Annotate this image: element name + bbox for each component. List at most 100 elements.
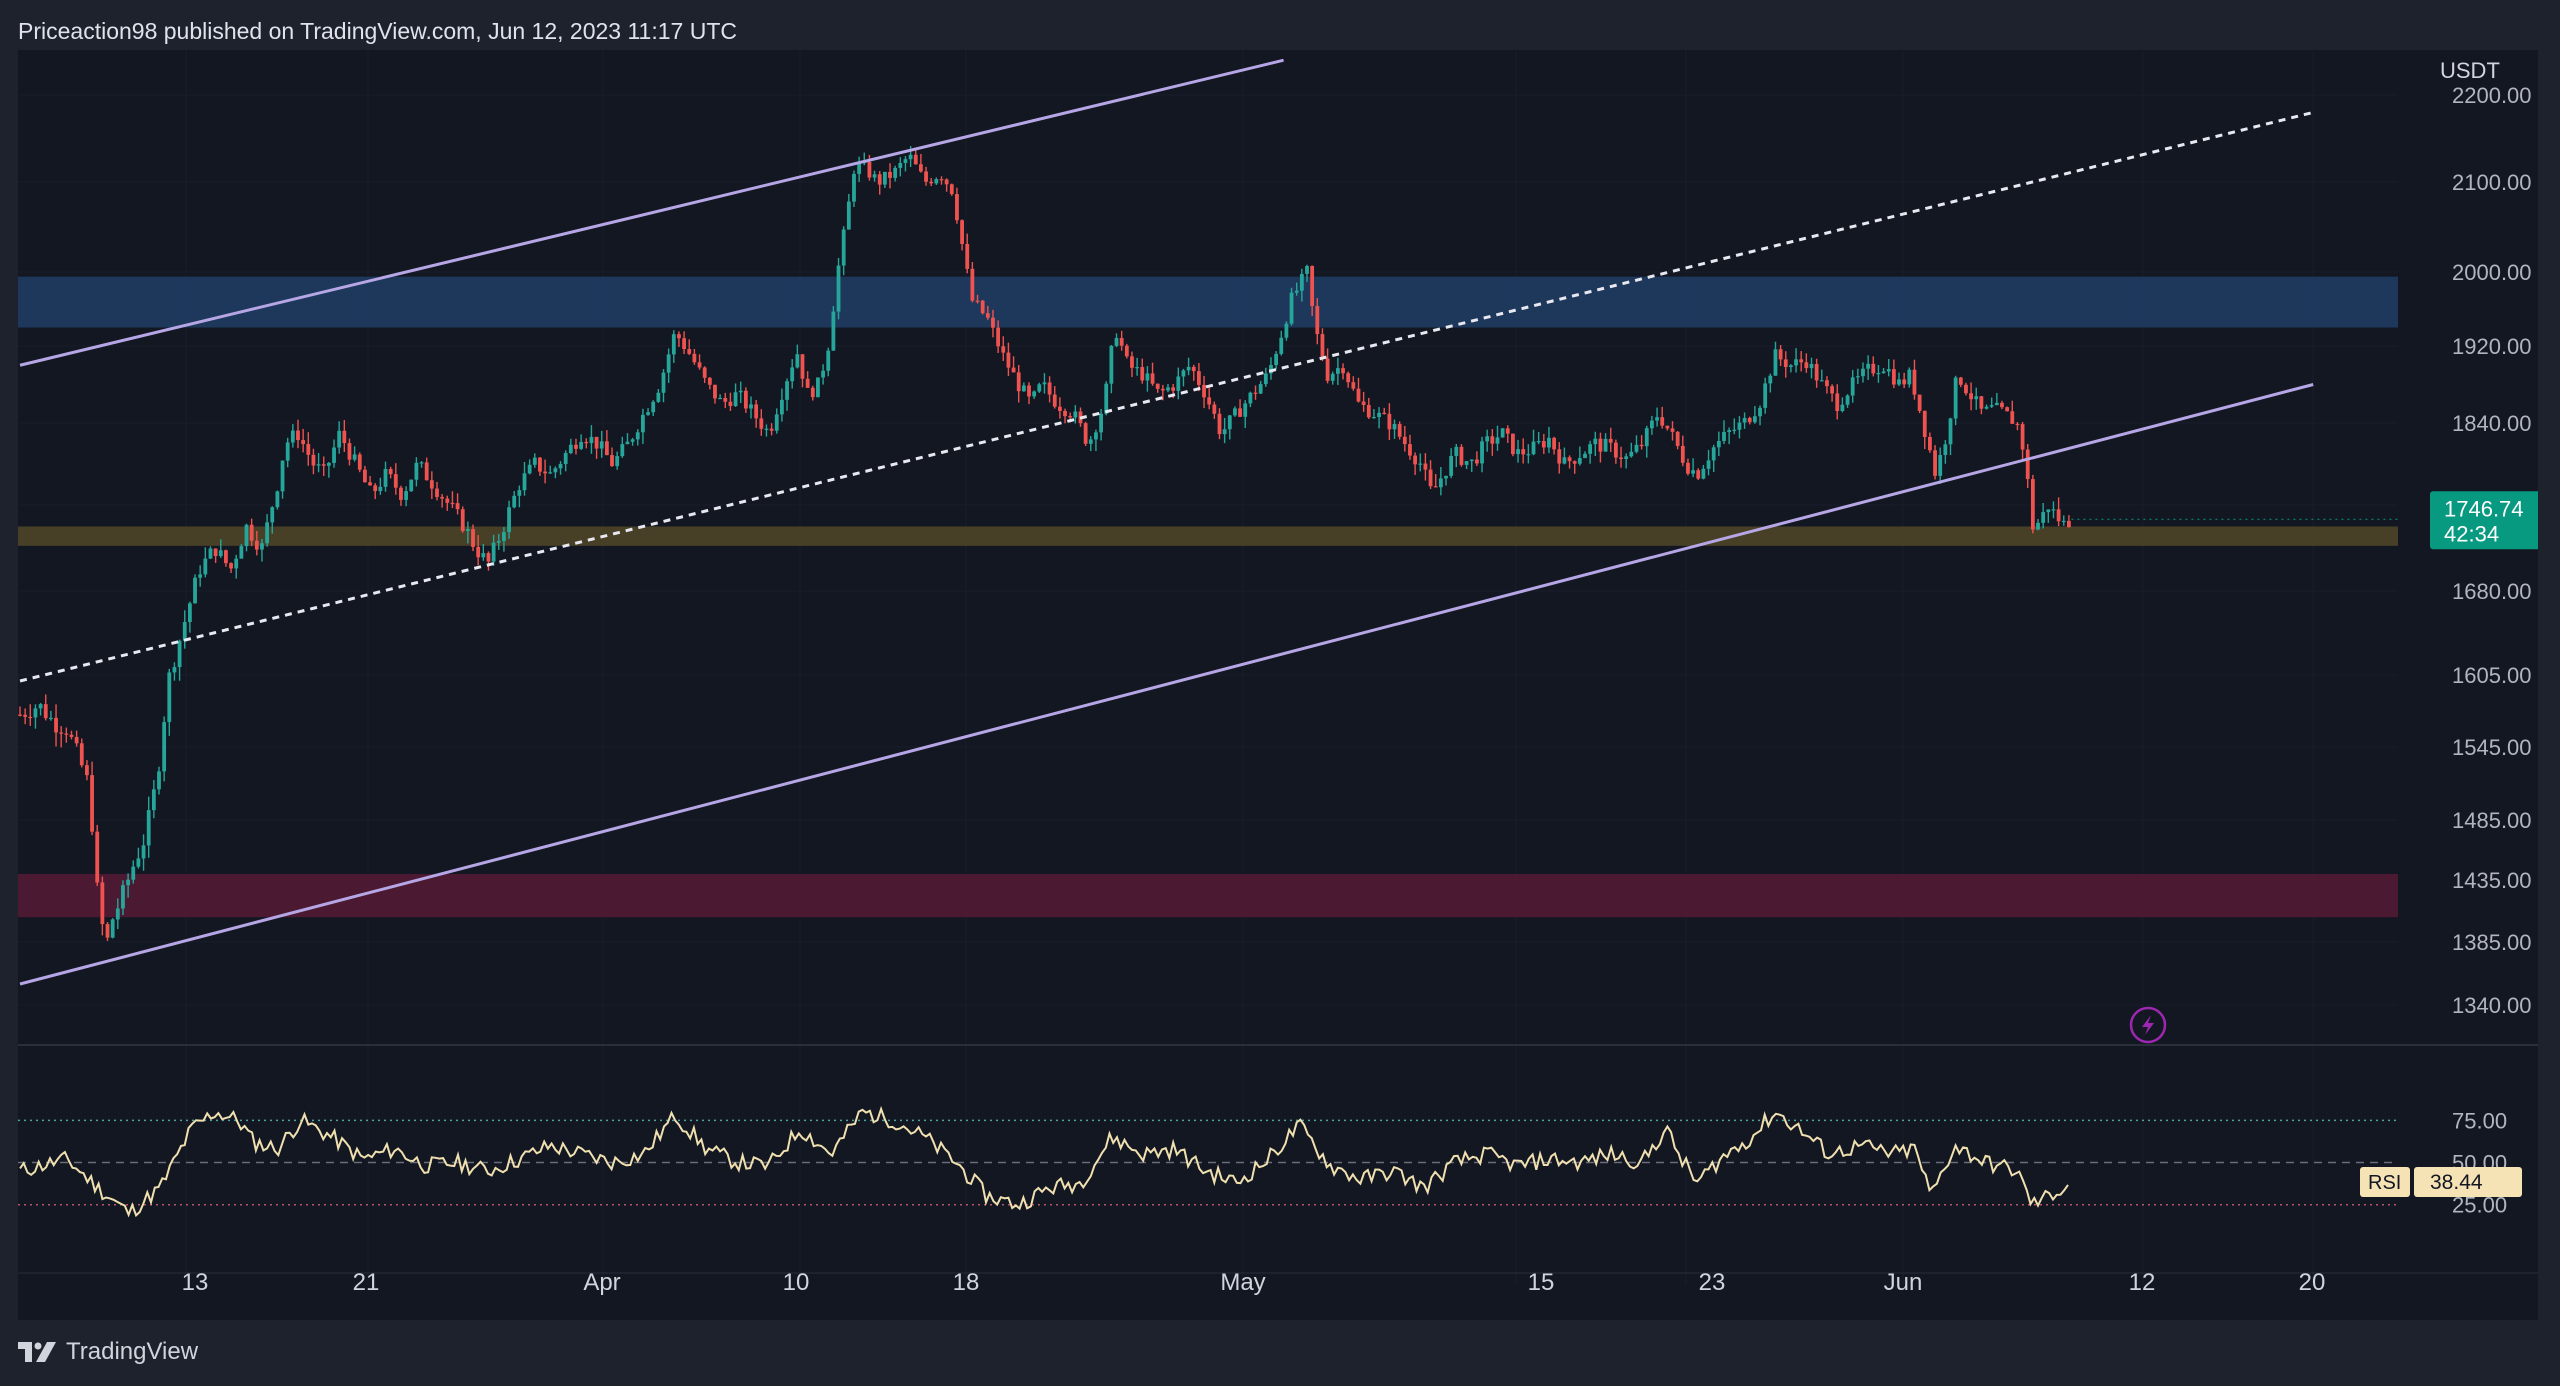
candle-down [1253, 392, 1258, 394]
candle-down [1130, 356, 1134, 368]
candle-up [1763, 383, 1768, 408]
candle-up [38, 704, 43, 709]
tradingview-brand[interactable]: TradingView [18, 1338, 198, 1366]
candle-up [1644, 428, 1649, 447]
candle-up [1279, 337, 1284, 354]
candle-down [224, 550, 228, 564]
candle-down [996, 327, 1001, 347]
candle-up [1809, 364, 1814, 369]
candle-up [1742, 417, 1747, 423]
candlestick-series [18, 146, 2071, 941]
candle-down [1964, 384, 1968, 394]
candle-up [2051, 509, 2056, 511]
candle-up [157, 771, 161, 790]
candle-up [1593, 438, 1598, 445]
candle-up [517, 490, 522, 496]
candle-up [599, 441, 604, 449]
candle-down [43, 704, 48, 719]
candle-up [1469, 459, 1474, 462]
candle-up [1042, 382, 1047, 385]
candle-up [404, 491, 408, 500]
candle-up [203, 558, 208, 575]
candle-up [898, 162, 903, 168]
candle-down [1361, 401, 1366, 405]
candle-up [1850, 377, 1855, 396]
candle-up [141, 845, 146, 859]
candle-down [2030, 479, 2035, 530]
candle-up [1711, 447, 1716, 461]
candle-down [769, 428, 774, 431]
candle-up [481, 553, 486, 558]
candle-up [1088, 439, 1093, 444]
candle-down [1057, 406, 1062, 411]
candle-up [1233, 408, 1237, 416]
candle-down [692, 353, 697, 363]
candle-down [707, 377, 712, 385]
candle-up [1989, 405, 1994, 407]
candle-up [738, 390, 743, 393]
candle-up [146, 810, 151, 846]
time-tick-label: 10 [783, 1269, 810, 1296]
candle-up [285, 442, 290, 461]
candle-up [893, 167, 898, 178]
candle-up [260, 543, 264, 550]
candle-down [1541, 441, 1546, 448]
candle-down [1341, 368, 1345, 374]
candle-down [713, 384, 717, 399]
candle-up [749, 404, 753, 409]
candle-up [1886, 369, 1891, 372]
candle-down [254, 540, 259, 550]
candle-down [1572, 461, 1577, 464]
candle-down [105, 924, 110, 938]
candle-up [841, 229, 846, 266]
resistance-zone [18, 276, 2398, 328]
candle-up [1145, 373, 1150, 381]
candle-up [641, 414, 645, 433]
candle-up [1953, 377, 1958, 419]
candle-down [100, 882, 105, 925]
candle-down [321, 464, 326, 466]
candle-down [1613, 442, 1618, 458]
candle-down [574, 444, 578, 449]
candle-up [646, 412, 650, 415]
candle-up [790, 367, 795, 382]
candle-down [2056, 509, 2061, 522]
price-tick-label: 1340.00 [2452, 993, 2532, 1018]
candle-down [1979, 396, 1984, 409]
candle-down [610, 455, 614, 467]
candle-up [1500, 428, 1505, 438]
candle-down [357, 454, 362, 470]
candle-down [1969, 393, 1973, 400]
candle-down [1238, 408, 1242, 417]
candle-up [615, 456, 620, 467]
candle-up [1438, 478, 1443, 488]
candle-down [435, 488, 439, 497]
candle-down [1490, 436, 1495, 444]
candle-up [1634, 444, 1639, 452]
candle-down [2005, 407, 2010, 412]
candle-down [1320, 334, 1325, 359]
candle-up [326, 462, 331, 466]
candle-up [1948, 418, 1953, 445]
candle-down [1891, 369, 1896, 385]
candle-up [1464, 461, 1469, 465]
candle-down [604, 441, 609, 456]
candle-down [1063, 410, 1067, 417]
candle-up [1716, 441, 1721, 448]
candle-up [1794, 359, 1798, 366]
candle-up [816, 377, 820, 398]
candle-down [229, 563, 233, 569]
candle-down [476, 546, 481, 558]
candle-down [980, 300, 985, 314]
candle-up [563, 453, 568, 465]
price-tick-label: 2200.00 [2452, 83, 2532, 108]
time-tick-label: Jun [1884, 1269, 1923, 1296]
channel-line-upper [19, 58, 1284, 367]
candle-down [1006, 352, 1011, 368]
candle-down [342, 430, 347, 444]
candle-down [543, 471, 547, 474]
candle-up [208, 548, 213, 559]
candle-down [970, 268, 975, 301]
